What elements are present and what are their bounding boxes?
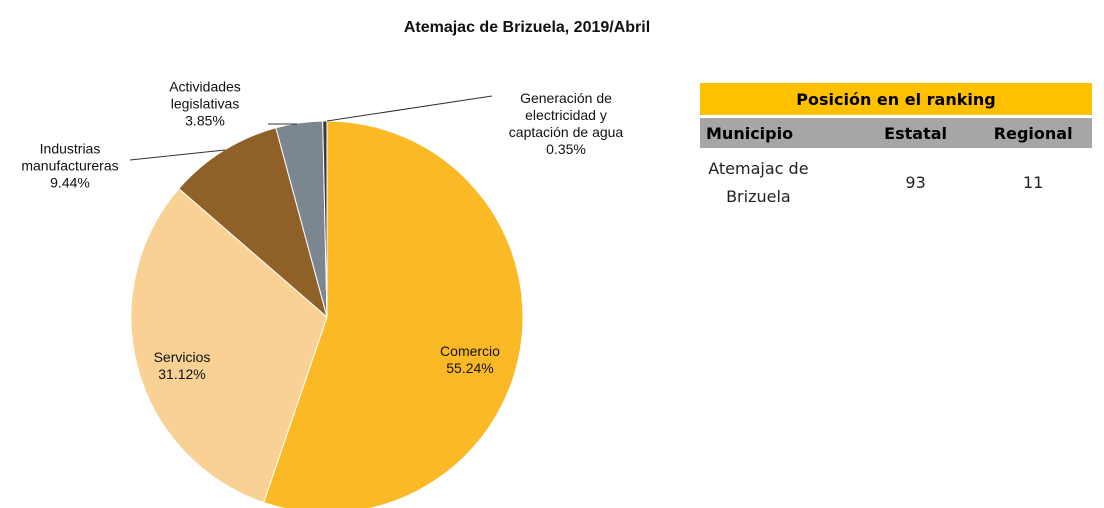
ranking-table: Posición en el ranking Municipio Estatal… xyxy=(700,80,1092,214)
label-text: 31.12% xyxy=(158,366,206,382)
label-text: 0.35% xyxy=(546,141,586,157)
slice-label: Actividades legislativas 3.85% xyxy=(150,79,260,130)
pie-slice xyxy=(262,120,524,508)
table-header: Regional xyxy=(974,118,1092,148)
label-text: 3.85% xyxy=(185,112,225,129)
label-text: Comercio xyxy=(440,343,500,359)
label-text: Servicios xyxy=(153,349,211,365)
label-text: Actividades legislativas xyxy=(169,78,241,112)
table-cell: 93 xyxy=(905,173,926,192)
table-cell: Atemajac de Brizuela xyxy=(708,159,809,206)
label-text: Industrias manufactureras xyxy=(21,140,119,174)
slice-label: Industrias manufactureras 9.44% xyxy=(20,141,120,192)
table-title: Posición en el ranking xyxy=(700,83,1092,115)
slice-label: Comercio 55.24% xyxy=(410,343,530,377)
pie-slice xyxy=(322,120,328,318)
leader-line xyxy=(326,95,493,122)
slice-label: Generación de electricidad y captación d… xyxy=(496,90,636,158)
table-cell: 11 xyxy=(1023,173,1044,192)
leader-line xyxy=(129,149,226,161)
table-header: Municipio xyxy=(700,118,857,148)
label-text: 55.24% xyxy=(446,360,494,376)
pie-slice xyxy=(178,127,328,319)
pie-slice xyxy=(130,187,328,504)
slice-label: Servicios 31.12% xyxy=(122,349,242,383)
table-header: Estatal xyxy=(856,118,975,148)
label-text: Generación de electricidad y captación d… xyxy=(508,90,624,140)
chart-title: Atemajac de Brizuela, 2019/Abril xyxy=(403,19,651,36)
label-text: 9.44% xyxy=(50,174,90,191)
